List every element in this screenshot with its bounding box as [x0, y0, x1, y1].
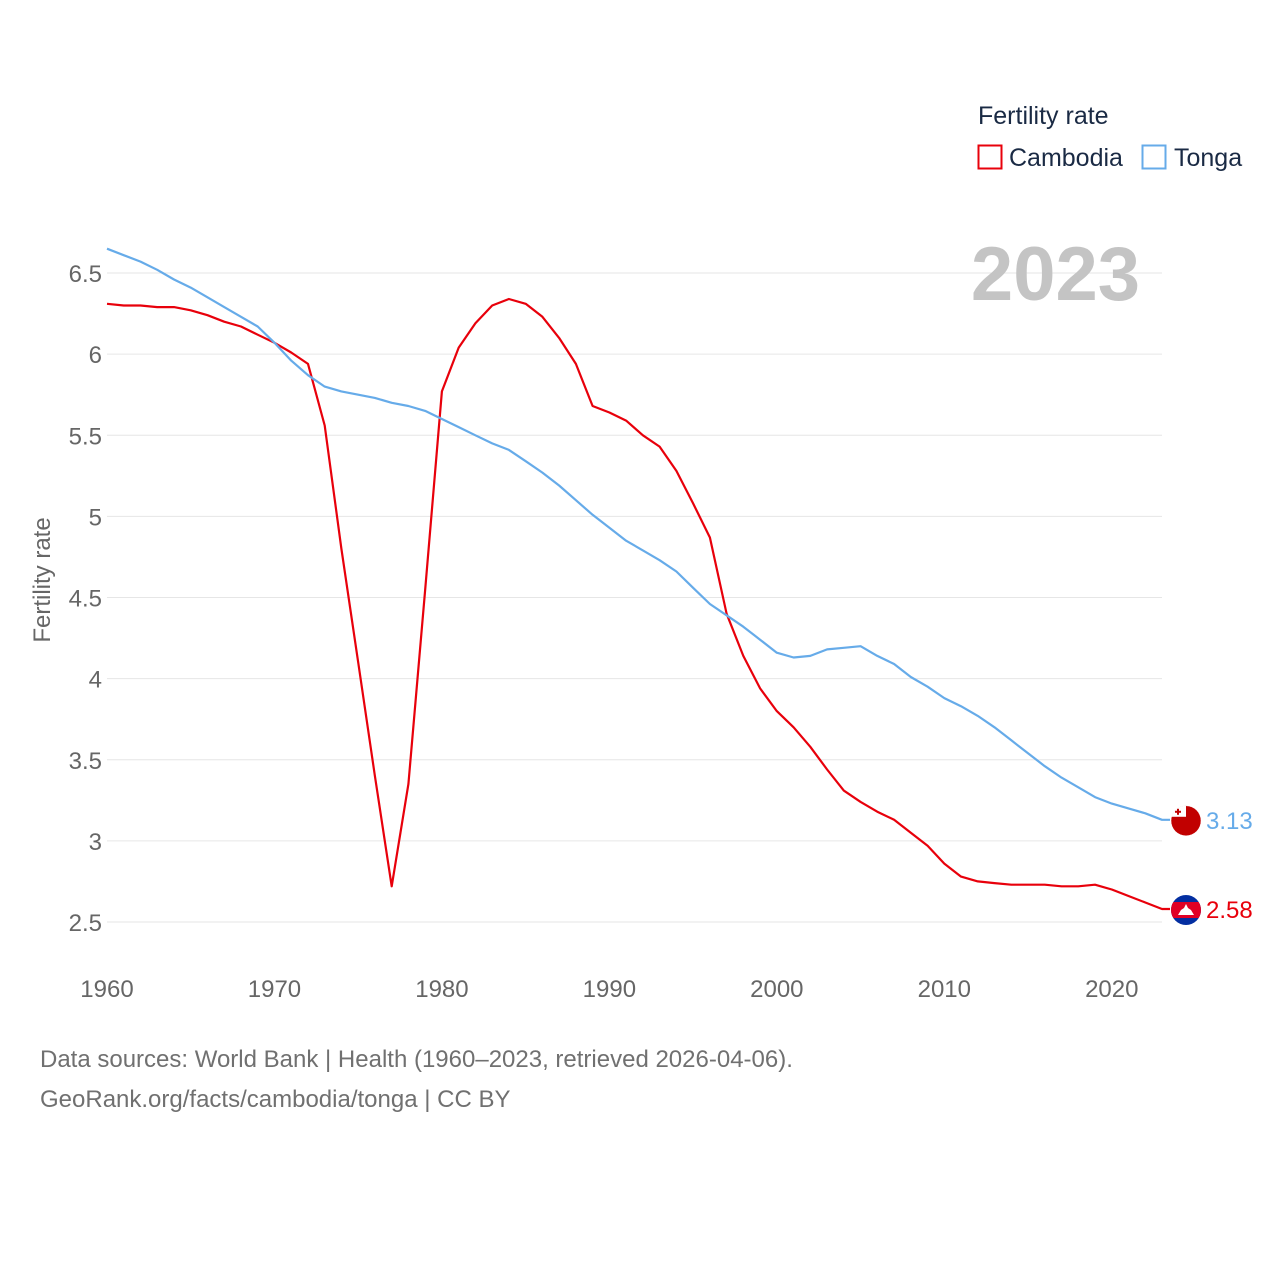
legend-swatch-tonga	[1141, 144, 1167, 170]
cambodia-flag-icon	[1171, 895, 1201, 926]
source-link[interactable]: GeoRank.org/facts/cambodia/tonga | CC BY	[40, 1086, 511, 1113]
x-tick-label: 2010	[918, 976, 971, 1003]
data-source-text: Data sources: World Bank | Health (1960–…	[40, 1046, 793, 1073]
y-tick-label: 5.5	[69, 423, 102, 450]
end-markers: 2.58 3.13	[1171, 805, 1253, 926]
x-tick-label: 2000	[750, 976, 803, 1003]
x-tick-label: 1990	[583, 976, 636, 1003]
legend-label-tonga: Tonga	[1174, 144, 1242, 172]
x-axis-ticks: 1960 1970 1980 1990 2000 2010 2020	[80, 976, 1138, 1003]
y-tick-label: 6	[89, 342, 102, 369]
year-watermark: 2023	[971, 232, 1140, 317]
series-line-cambodia	[106, 297, 1170, 911]
y-tick-label: 6.5	[69, 261, 102, 288]
y-tick-label: 4.5	[69, 586, 102, 613]
y-tick-label: 2.5	[69, 910, 102, 937]
series-lines	[106, 247, 1170, 911]
end-value-label-tonga: 3.13	[1206, 808, 1253, 835]
y-axis-ticks: 2.5 3 3.5 4 4.5 5 5.5 6 6.5	[69, 261, 102, 937]
y-tick-label: 5	[89, 504, 102, 531]
tonga-flag-icon	[1171, 805, 1201, 836]
x-tick-label: 2020	[1085, 976, 1138, 1003]
legend: Fertility rate Cambodia Tonga	[977, 102, 1242, 172]
x-tick-label: 1980	[415, 976, 468, 1003]
legend-label-cambodia: Cambodia	[1009, 144, 1123, 172]
y-tick-label: 4	[89, 667, 102, 694]
end-value-label-cambodia: 2.58	[1206, 897, 1253, 924]
footer: Data sources: World Bank | Health (1960–…	[40, 1040, 793, 1120]
legend-title: Fertility rate	[978, 102, 1109, 130]
gridlines	[107, 272, 1162, 923]
series-line-tonga	[106, 247, 1170, 821]
legend-swatch-cambodia	[977, 144, 1003, 170]
y-tick-label: 3.5	[69, 748, 102, 775]
y-axis-label: Fertility rate	[29, 517, 56, 642]
y-tick-label: 3	[89, 829, 102, 856]
x-tick-label: 1970	[248, 976, 301, 1003]
line-chart: 2.5 3 3.5 4 4.5 5 5.5 6 6.5 1960 1970 1980 1990 2000…	[29, 102, 1253, 1003]
x-tick-label: 1960	[80, 976, 133, 1003]
